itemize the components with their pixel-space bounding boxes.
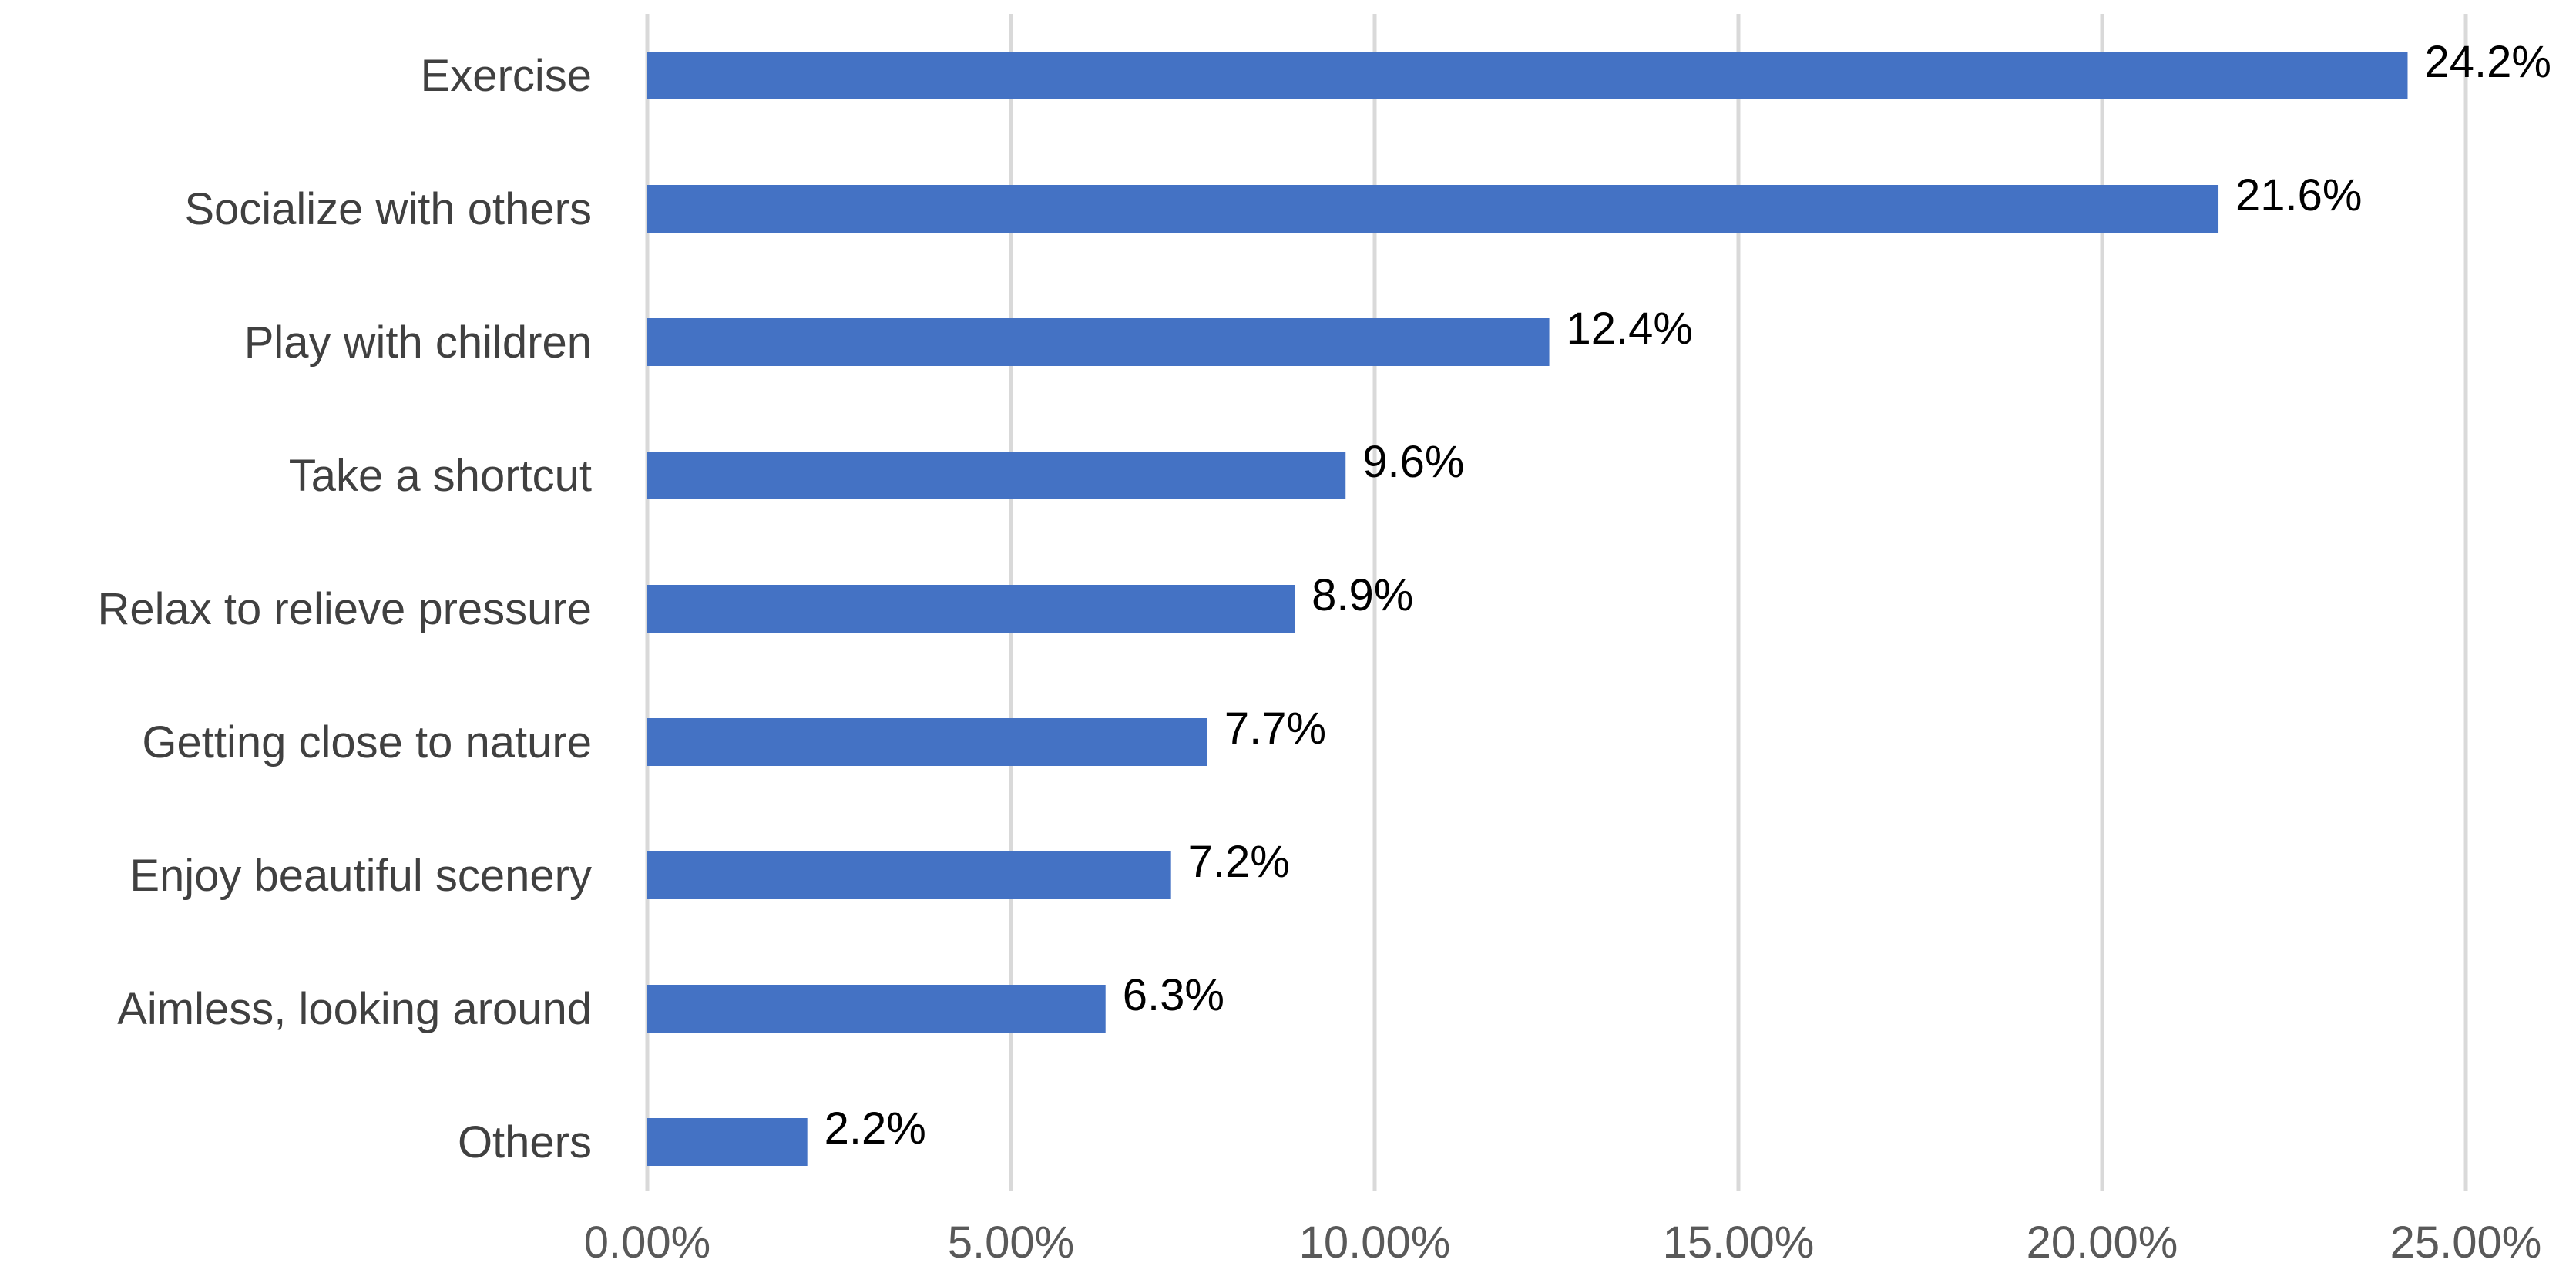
data-label: 6.3% xyxy=(1123,970,1224,1020)
x-tick-label: 20.00% xyxy=(2027,1218,2178,1268)
data-label: 7.7% xyxy=(1224,704,1326,754)
x-tick-label: 5.00% xyxy=(948,1218,1074,1268)
bar xyxy=(647,851,1171,899)
bar xyxy=(647,1118,808,1166)
x-tick-label: 15.00% xyxy=(1663,1218,1815,1268)
data-label: 12.4% xyxy=(1567,304,1693,354)
data-label: 24.2% xyxy=(2424,37,2551,87)
category-labels: Exercise Socialize with others Play with c… xyxy=(97,51,592,1167)
category-label: Take a shortcut xyxy=(289,451,592,501)
bar xyxy=(647,52,2408,99)
bar xyxy=(647,185,2219,233)
bar xyxy=(647,318,1550,366)
x-axis-tick-labels: 0.00% 5.00% 10.00% 15.00% 20.00% 25.00% xyxy=(584,1218,2542,1268)
bar xyxy=(647,985,1106,1033)
x-tick-label: 0.00% xyxy=(584,1218,710,1268)
category-label: Enjoy beautiful scenery xyxy=(129,851,592,901)
category-label: Play with children xyxy=(244,317,592,368)
category-label: Aimless, looking around xyxy=(117,984,592,1034)
data-labels: 24.2% 21.6% 12.4% 9.6% 8.9% 7.7% 7.2% 6.3% 2.2% xyxy=(825,37,2551,1154)
data-label: 8.9% xyxy=(1312,570,1413,620)
data-label: 21.6% xyxy=(2235,170,2362,220)
category-label: Exercise xyxy=(421,51,592,101)
bar xyxy=(647,452,1346,499)
data-label: 7.2% xyxy=(1188,837,1290,887)
category-label: Getting close to nature xyxy=(142,717,592,767)
data-label: 9.6% xyxy=(1362,437,1464,487)
category-label: Relax to relieve pressure xyxy=(97,584,592,634)
category-label: Others xyxy=(458,1117,592,1167)
bars xyxy=(647,52,2408,1166)
x-tick-label: 10.00% xyxy=(1299,1218,1451,1268)
bar xyxy=(647,585,1295,633)
data-label: 2.2% xyxy=(825,1103,926,1154)
x-tick-label: 25.00% xyxy=(2390,1218,2542,1268)
bar xyxy=(647,718,1207,766)
category-label: Socialize with others xyxy=(184,184,592,234)
